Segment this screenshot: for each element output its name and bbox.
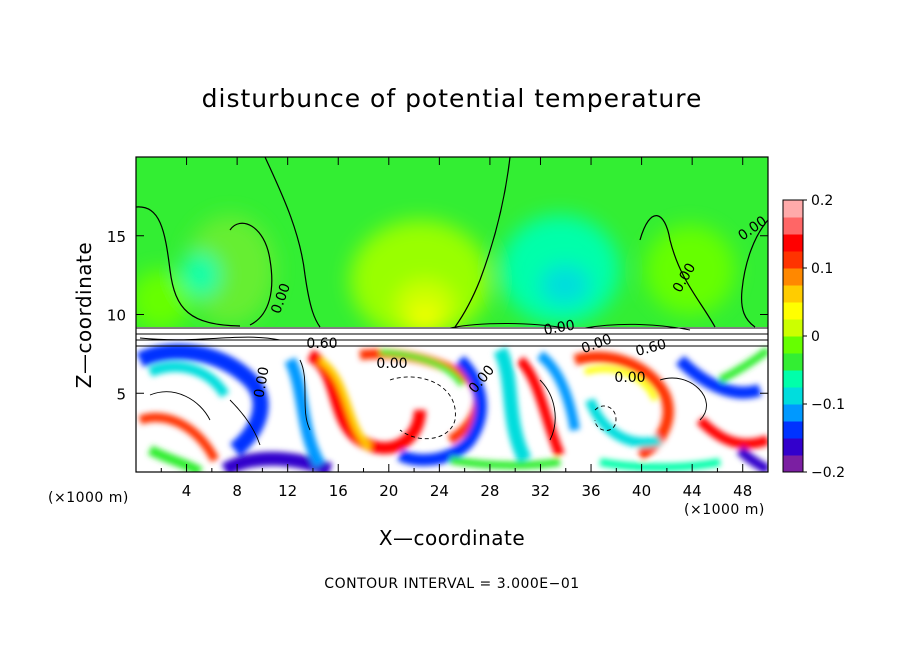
x-tick-group: 4 8 12 16 20 24 28 32 36 40 44 48 (160, 157, 752, 500)
y-tick-label: 15 (107, 228, 126, 246)
colorbar-swatch (783, 217, 803, 235)
contour-label: 0.60 (306, 336, 337, 352)
colorbar-swatch (783, 336, 803, 354)
x-tick-label: 4 (182, 482, 192, 500)
colorbar-swatch (783, 268, 803, 286)
colorbar-swatch (783, 404, 803, 422)
contour-label: 0.00 (376, 356, 407, 372)
colorbar: 0.2 0.1 0 −0.1 −0.2 (782, 193, 845, 481)
x-tick-label: 12 (278, 482, 297, 500)
x-tick-label: 8 (232, 482, 242, 500)
colorbar-tick-label: 0.1 (811, 261, 833, 277)
x-tick-label: 32 (531, 482, 550, 500)
colorbar-tick-label: −0.1 (811, 397, 845, 413)
x-tick-label: 40 (632, 482, 651, 500)
x-tick-label: 16 (329, 482, 348, 500)
colorbar-swatch (783, 319, 803, 337)
colorbar-swatch (783, 234, 803, 252)
colorbar-swatch (783, 387, 803, 405)
colorbar-swatch (783, 421, 803, 439)
y-tick-label: 5 (116, 385, 126, 403)
x-tick-label: 24 (430, 482, 449, 500)
field-layer (136, 157, 768, 472)
colorbar-swatch (783, 455, 803, 473)
contour-label: 0.00 (543, 317, 576, 338)
contour-label: 0.00 (614, 370, 645, 386)
x-tick-label: 48 (733, 482, 752, 500)
colorbar-swatch (783, 302, 803, 320)
colorbar-tick-label: 0 (811, 329, 820, 345)
y-tick-label: 10 (107, 307, 126, 325)
x-tick-label: 20 (379, 482, 398, 500)
contour-label: 0.00 (251, 366, 272, 399)
colorbar-swatch (783, 200, 803, 218)
colorbar-swatch (783, 438, 803, 456)
colorbar-swatch (783, 251, 803, 269)
z-unit-label: (×1000 m) (48, 490, 129, 506)
x-tick-label: 36 (581, 482, 600, 500)
colorbar-swatch (783, 370, 803, 388)
colorbar-swatch (783, 353, 803, 371)
x-unit-label: (×1000 m) (684, 502, 765, 518)
contour-label: 0.60 (634, 336, 668, 360)
contour-interval-note: CONTOUR INTERVAL = 3.000E−01 (324, 576, 580, 592)
x-tick-label: 28 (480, 482, 499, 500)
x-axis-label: X—coordinate (378, 526, 526, 550)
chart-title: disturbunce of potential temperature (201, 84, 703, 113)
colorbar-tick-label: −0.2 (811, 465, 845, 481)
y-tick-group: 5 10 15 (107, 228, 768, 403)
x-tick-label: 44 (683, 482, 702, 500)
colorbar-tick-label: 0.2 (811, 193, 833, 209)
colorbar-swatch (783, 285, 803, 303)
